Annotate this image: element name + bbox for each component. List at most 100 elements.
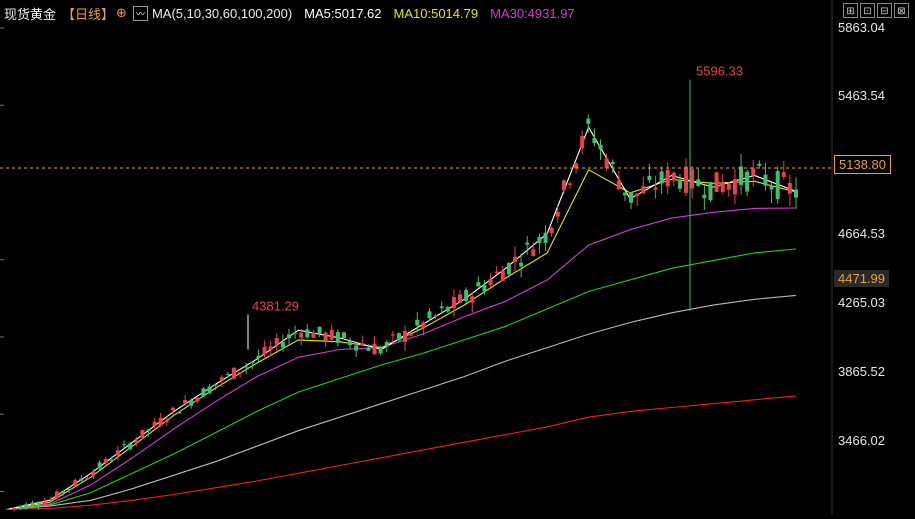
candle-body bbox=[482, 284, 487, 292]
candle-body bbox=[543, 232, 548, 244]
candle-body bbox=[726, 183, 731, 190]
candle-body bbox=[24, 504, 29, 509]
candle-body bbox=[622, 192, 627, 196]
candle-body bbox=[574, 163, 579, 169]
candle-body bbox=[525, 242, 530, 245]
candle-body bbox=[232, 367, 237, 379]
candle-body bbox=[341, 332, 346, 338]
candle-body bbox=[458, 294, 463, 303]
candle-body bbox=[91, 472, 96, 476]
candle-body bbox=[164, 420, 169, 423]
candle-body bbox=[757, 163, 762, 166]
candle-body bbox=[641, 186, 646, 194]
layout-icon[interactable]: ⊡ bbox=[860, 3, 875, 18]
split-icon[interactable]: ⊟ bbox=[877, 3, 892, 18]
candle-body bbox=[366, 347, 371, 351]
y-tick-label: 3466.02 bbox=[838, 433, 885, 448]
ma200-line bbox=[7, 395, 797, 510]
candle-body bbox=[122, 444, 127, 446]
candle-body bbox=[18, 505, 23, 508]
candle-body bbox=[409, 334, 414, 336]
ma5-value: MA5:5017.62 bbox=[304, 5, 382, 21]
candle-body bbox=[732, 179, 737, 195]
instrument-name: 现货黄金 bbox=[4, 6, 57, 22]
candle-body bbox=[586, 118, 591, 124]
candle-body bbox=[280, 341, 285, 348]
candle-body bbox=[421, 322, 426, 329]
candle-body bbox=[36, 505, 41, 507]
candle-body bbox=[665, 169, 670, 187]
ma60-line bbox=[7, 248, 797, 510]
candle-body bbox=[739, 166, 744, 185]
candle-body bbox=[775, 171, 780, 200]
candle-body bbox=[354, 345, 359, 351]
candle-body bbox=[299, 332, 304, 338]
candle-body bbox=[451, 297, 456, 308]
crosshair-icon[interactable]: ⊕ bbox=[116, 5, 127, 20]
candle-body bbox=[677, 181, 682, 189]
candle-body bbox=[671, 172, 676, 181]
candle-body bbox=[335, 332, 340, 343]
candle-body bbox=[183, 400, 188, 404]
candle-body bbox=[323, 332, 328, 341]
ma30-value: MA30:4931.97 bbox=[490, 5, 575, 21]
candle-body bbox=[360, 343, 365, 345]
candle-body bbox=[85, 478, 90, 480]
candle-body bbox=[616, 180, 621, 190]
high-price-label: 5596.33 bbox=[696, 64, 743, 79]
mid-high-price-label: 4381.29 bbox=[252, 298, 299, 313]
candle-body bbox=[79, 478, 84, 481]
candle-body bbox=[293, 332, 298, 334]
candle-body bbox=[67, 488, 72, 490]
candle-body bbox=[134, 440, 139, 443]
candle-body bbox=[109, 460, 114, 462]
candle-body bbox=[653, 187, 658, 190]
candle-body bbox=[219, 377, 224, 382]
close-icon[interactable]: ⊠ bbox=[894, 3, 909, 18]
candle-body bbox=[274, 337, 279, 345]
period-label[interactable]: 【日线】 bbox=[62, 6, 115, 22]
candle-body bbox=[635, 193, 640, 197]
candle-body bbox=[207, 386, 212, 394]
candle-body bbox=[464, 289, 469, 302]
candle-body bbox=[372, 343, 377, 355]
candle-body bbox=[794, 189, 798, 198]
candle-body bbox=[708, 182, 713, 201]
candle-body bbox=[445, 307, 450, 312]
candle-body bbox=[384, 342, 389, 347]
candle-body bbox=[73, 480, 78, 486]
candle-body bbox=[30, 502, 35, 507]
candle-body bbox=[396, 333, 401, 341]
candle-body bbox=[189, 400, 194, 406]
expand-icon[interactable]: ⊞ bbox=[843, 3, 858, 18]
candle-body bbox=[470, 296, 475, 303]
candle-body bbox=[684, 166, 689, 193]
candle-body bbox=[140, 429, 145, 438]
y-tick-label: 4265.03 bbox=[838, 295, 885, 310]
candle-body bbox=[256, 355, 261, 359]
candle-body bbox=[213, 384, 218, 386]
chart-header: 现货黄金 【日线】 ⊕ 〰 MA(5,10,30,60,100,200) MA5… bbox=[4, 4, 581, 22]
indicator-icon[interactable]: 〰 bbox=[132, 5, 148, 21]
candle-body bbox=[97, 462, 102, 469]
candle-body bbox=[659, 171, 664, 184]
candle-body bbox=[6, 508, 10, 510]
candle-body bbox=[567, 183, 572, 185]
candle-body bbox=[696, 179, 701, 186]
candle-body bbox=[537, 237, 542, 243]
candle-body bbox=[592, 138, 597, 144]
candle-body bbox=[769, 185, 774, 190]
candle-body bbox=[115, 450, 120, 456]
candle-body bbox=[60, 491, 65, 493]
candle-body bbox=[12, 507, 17, 509]
candle-body bbox=[170, 407, 175, 411]
candle-body bbox=[604, 158, 609, 168]
candle-body bbox=[311, 332, 316, 338]
candle-body bbox=[506, 263, 511, 275]
y-tick-label: 4664.53 bbox=[838, 226, 885, 241]
candle-body bbox=[317, 326, 322, 334]
candle-body bbox=[745, 171, 750, 192]
candle-body bbox=[225, 373, 230, 375]
